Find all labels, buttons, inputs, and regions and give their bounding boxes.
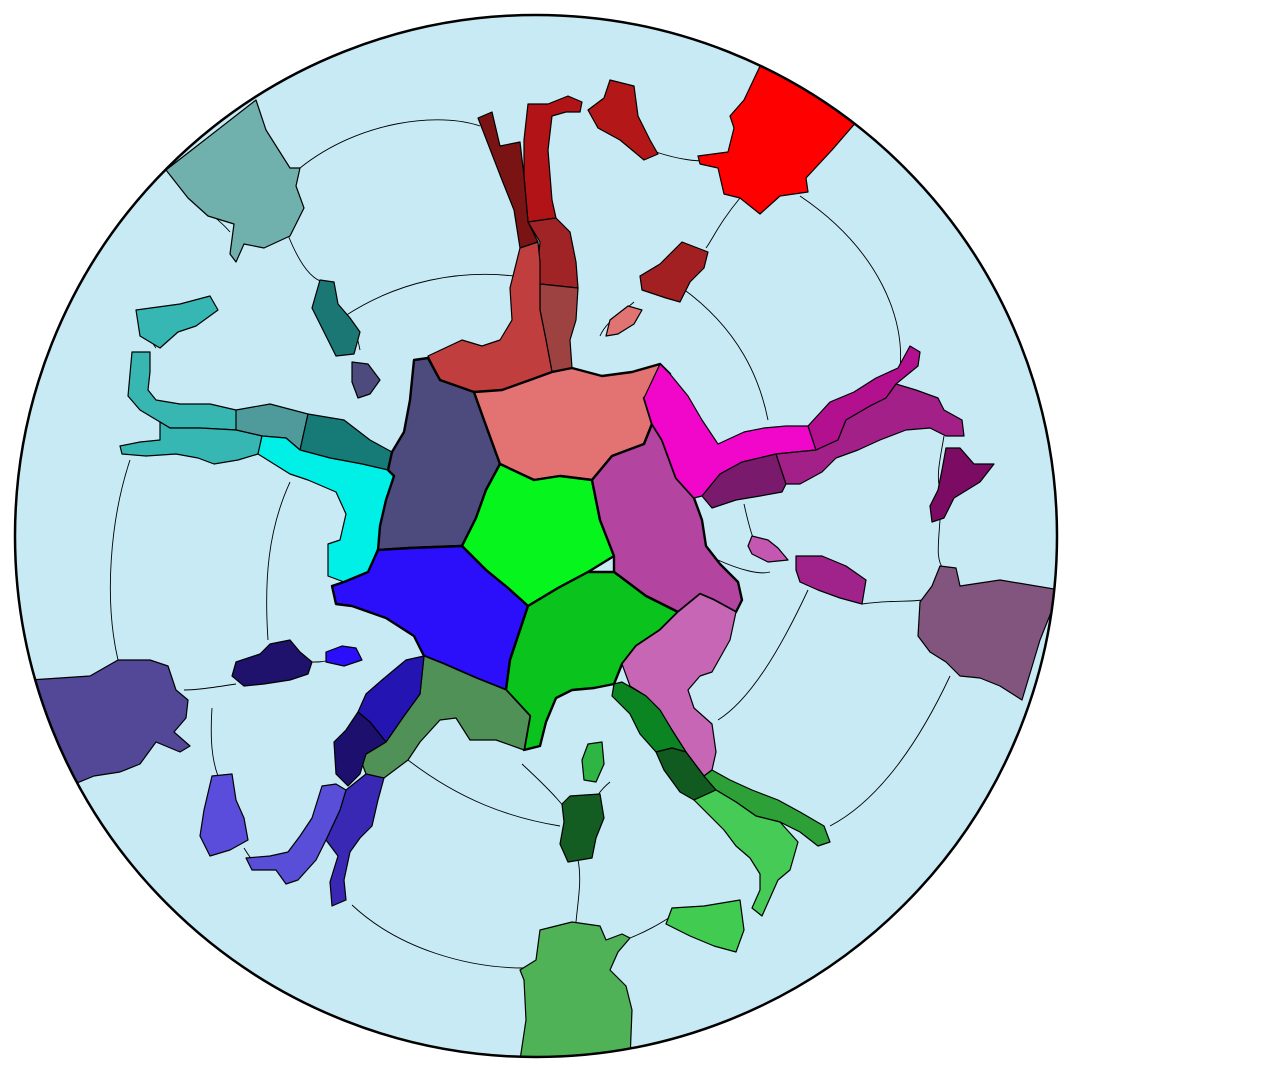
board-rim xyxy=(13,13,1059,1059)
region-indigo-b[interactable] xyxy=(333,711,387,787)
region-orchid-peninsula[interactable] xyxy=(621,593,737,777)
connector-lines xyxy=(109,119,951,969)
region-mauve-islet[interactable] xyxy=(747,535,789,563)
region-teal-islet[interactable] xyxy=(311,279,361,357)
regions xyxy=(19,61,1060,1060)
region-red-corner[interactable] xyxy=(697,61,859,215)
region-violet-island[interactable] xyxy=(795,555,867,605)
region-teal-edge[interactable] xyxy=(165,99,305,263)
region-green-south-east[interactable] xyxy=(665,899,745,953)
region-mauve-edge[interactable] xyxy=(917,565,1060,701)
region-slate-islet[interactable] xyxy=(351,361,381,399)
region-indigo-d[interactable] xyxy=(245,783,347,885)
region-red-small[interactable] xyxy=(639,241,709,303)
region-plum-arm[interactable] xyxy=(775,383,965,485)
region-green-south-edge[interactable] xyxy=(519,921,633,1060)
region-blue-islet[interactable] xyxy=(325,645,363,667)
region-salmon-islet[interactable] xyxy=(605,305,643,337)
region-green-islet[interactable] xyxy=(581,741,605,783)
region-green-arm-d[interactable] xyxy=(693,789,799,917)
region-indigo-island[interactable] xyxy=(199,773,249,857)
region-navy-island[interactable] xyxy=(231,639,313,687)
region-green-island[interactable] xyxy=(559,793,605,863)
region-teal-d[interactable] xyxy=(135,295,219,349)
region-teal-c[interactable] xyxy=(119,421,263,465)
region-plum-island[interactable] xyxy=(929,447,995,523)
region-red-island[interactable] xyxy=(587,79,659,161)
